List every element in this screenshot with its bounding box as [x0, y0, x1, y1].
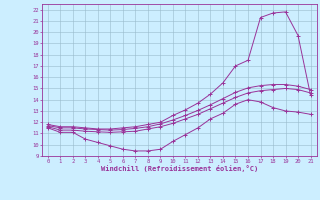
X-axis label: Windchill (Refroidissement éolien,°C): Windchill (Refroidissement éolien,°C)	[100, 165, 258, 172]
